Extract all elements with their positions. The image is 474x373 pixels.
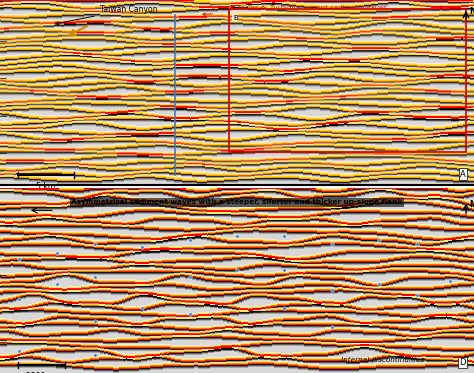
Bar	[229, 9, 466, 152]
Text: NE: NE	[469, 200, 474, 209]
Text: 2500 m: 2500 m	[27, 372, 55, 373]
Text: A: A	[460, 170, 466, 179]
Text: Internal discontinuities: Internal discontinuities	[341, 357, 424, 363]
Text: NE: NE	[469, 7, 474, 16]
Text: Asymmetrical sediment waves with a steeper, shorter and thicker up-slope flank: Asymmetrical sediment waves with a steep…	[72, 199, 402, 206]
Text: Taiwan Canyon: Taiwan Canyon	[56, 5, 157, 25]
Text: 5 km: 5 km	[36, 182, 55, 191]
Text: Seismic facies 6: Turbidity current sediment waves: Seismic facies 6: Turbidity current sedi…	[203, 5, 387, 16]
Text: D: D	[459, 358, 466, 367]
Text: B: B	[233, 15, 238, 21]
